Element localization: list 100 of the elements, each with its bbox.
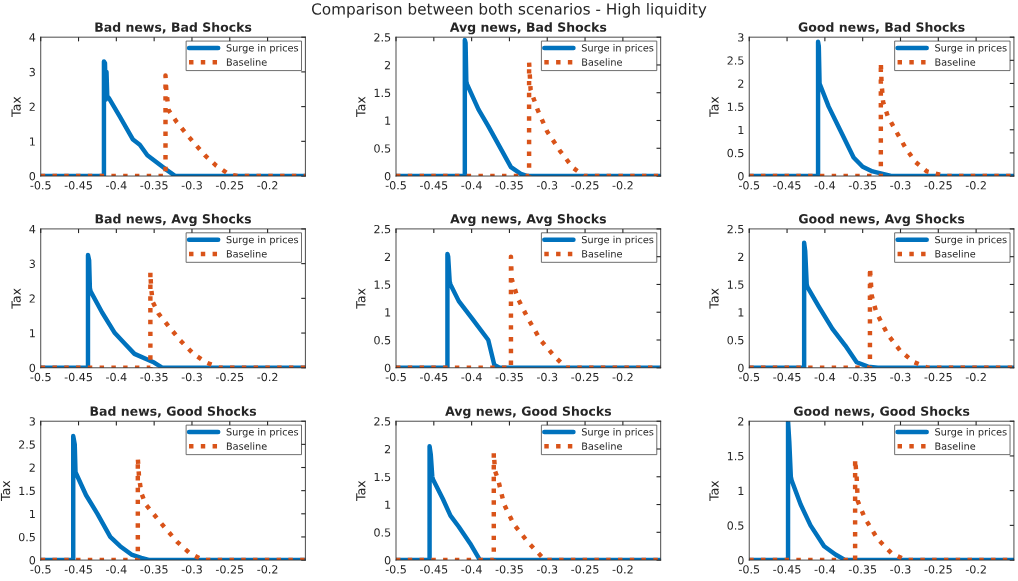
x-tick-label: -0.45 [773, 565, 801, 574]
chart-title: Avg news, Bad Shocks [449, 22, 607, 35]
legend-label: Baseline [935, 442, 976, 450]
x-tick-label: -0.25 [571, 565, 599, 574]
x-tick-label: -0.3 [536, 565, 558, 574]
x-tick-label: -0.5 [385, 372, 406, 382]
x-tick-label: -0.4 [106, 372, 127, 382]
x-tick-label: -0.35 [495, 565, 523, 574]
y-tick-label: 0 [384, 556, 391, 565]
y-tick-label: 0.5 [727, 148, 744, 158]
legend-label: Surge in prices [935, 43, 1007, 54]
y-tick-label: 1.5 [727, 102, 744, 111]
text: Comparison between both scenarios - High liquidity [311, 2, 707, 18]
y-tick-label: 1.5 [374, 472, 391, 482]
y-axis-title: Tax [11, 96, 21, 117]
legend-label: Baseline [582, 249, 622, 258]
x-tick-label: -0.4 [814, 565, 836, 574]
x-tick-label: -0.35 [848, 372, 877, 382]
chart-title: Bad news, Avg Shocks [95, 213, 251, 227]
y-tick-label: 2.5 [727, 224, 744, 234]
x-tick-label: -0.4 [461, 181, 482, 190]
legend-label: Surge in prices [226, 43, 299, 54]
x-tick-label: -0.2 [257, 372, 278, 382]
y-tick-label: 2 [29, 294, 35, 303]
y-tick-label: 0 [738, 363, 744, 373]
x-tick-label: -0.3 [536, 181, 558, 190]
y-tick-label: 2.5 [374, 417, 391, 426]
y-tick-label: 0 [384, 363, 391, 373]
y-axis-title: Tax [709, 480, 719, 502]
y-tick-label: 1 [30, 509, 35, 519]
chart-title: Bad news, Good Shocks [90, 406, 257, 418]
x-tick-label: -0.2 [965, 181, 986, 190]
chart-title: Avg news, Good Shocks [445, 406, 612, 419]
x-tick-label: -0.5 [738, 565, 760, 574]
x-tick-label: -0.2 [965, 372, 986, 382]
x-tick-label: -0.3 [181, 372, 202, 382]
y-tick-label: 1 [738, 125, 744, 134]
y-tick-label: 0 [384, 172, 391, 181]
y-axis-title: Tax [356, 96, 366, 117]
y-tick-label: 2 [738, 252, 744, 261]
y-tick-label: 1 [738, 486, 744, 495]
x-tick-label: -0.45 [773, 372, 801, 382]
legend-label: Baseline [582, 58, 622, 66]
x-tick-label: -0.2 [612, 181, 633, 190]
y-tick-label: 1 [30, 137, 35, 146]
y-tick-label: 0 [738, 556, 744, 565]
y-tick-label: 2.5 [727, 56, 744, 65]
legend-label: Surge in prices [581, 43, 654, 54]
legend-label: Baseline [935, 249, 976, 258]
y-tick-label: 0 [738, 172, 744, 181]
x-tick-label: -0.25 [215, 565, 244, 574]
y-axis-title: Tax [709, 288, 719, 309]
y-tick-label: 3 [29, 417, 35, 426]
y-tick-label: 2 [384, 60, 391, 70]
x-tick-label: -0.5 [738, 372, 760, 382]
x-tick-label: -0.45 [64, 565, 92, 574]
y-tick-label: 0.5 [727, 521, 744, 530]
y-tick-label: 0.5 [727, 335, 744, 345]
y-tick-label: 2 [29, 102, 35, 111]
legend-label: Surge in prices [581, 428, 654, 438]
x-tick-label: -0.5 [30, 565, 51, 574]
x-tick-label: -0.3 [181, 181, 202, 190]
y-tick-label: 1.5 [727, 280, 744, 289]
y-tick-label: 0.5 [374, 144, 391, 153]
x-tick-label: -0.3 [890, 181, 911, 190]
y-tick-label: 1 [30, 329, 35, 338]
x-tick-label: -0.45 [773, 181, 801, 190]
y-axis-title: Tax [356, 288, 366, 309]
y-tick-label: 2 [384, 444, 391, 454]
legend-label: Baseline [226, 249, 267, 258]
x-tick-label: -0.4 [814, 372, 836, 382]
y-tick-label: 1.5 [19, 486, 35, 496]
x-tick-label: -0.5 [30, 181, 51, 190]
x-tick-label: -0.3 [890, 372, 911, 382]
x-tick-label: -0.3 [181, 565, 202, 574]
y-tick-label: 0 [29, 172, 36, 181]
y-tick-label: 2 [738, 79, 744, 88]
x-tick-label: -0.2 [965, 565, 986, 574]
x-tick-label: -0.35 [140, 372, 168, 382]
y-tick-label: 3 [29, 259, 35, 269]
x-tick-label: -0.4 [461, 372, 482, 382]
y-tick-label: 3 [738, 33, 744, 42]
y-tick-label: 0.5 [374, 335, 391, 345]
x-tick-label: -0.35 [140, 565, 168, 574]
x-tick-label: -0.35 [495, 372, 523, 382]
y-tick-label: 2.5 [19, 440, 35, 449]
x-tick-label: -0.25 [215, 372, 244, 382]
legend-label: Surge in prices [226, 428, 299, 438]
chart-title: Good news, Good Shocks [793, 406, 970, 418]
y-tick-label: 0 [29, 363, 36, 373]
y-tick-label: 0.5 [18, 532, 35, 542]
x-tick-label: -0.5 [385, 181, 406, 190]
x-tick-label: -0.35 [140, 181, 168, 190]
y-tick-label: 2 [384, 252, 391, 261]
legend-label: Surge in prices [935, 235, 1007, 246]
x-tick-label: -0.5 [738, 181, 760, 190]
chart-title: Bad news, Bad Shocks [95, 22, 252, 34]
x-tick-label: -0.2 [257, 565, 278, 574]
x-tick-label: -0.4 [814, 181, 836, 190]
x-tick-label: -0.25 [571, 372, 599, 382]
